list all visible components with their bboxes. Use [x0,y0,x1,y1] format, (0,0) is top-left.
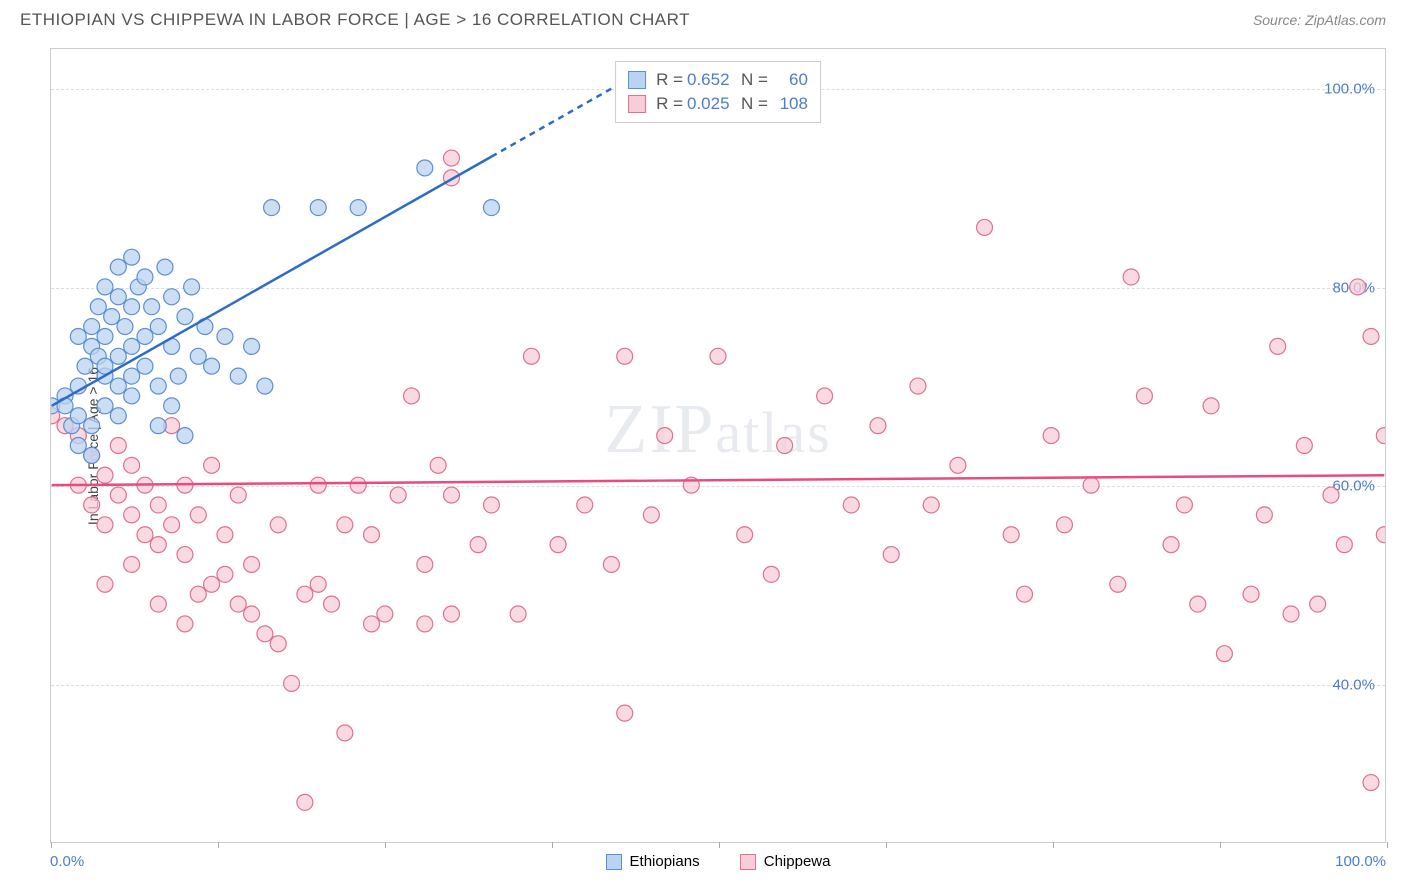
chart-title: ETHIOPIAN VS CHIPPEWA IN LABOR FORCE | A… [20,10,690,30]
chippewa-swatch-icon [628,95,646,113]
correlation-row-chippewa: R = 0.025 N = 108 [628,92,808,116]
ethiopians-legend-swatch-icon [606,854,622,870]
scatter-plot-svg [51,49,1385,842]
legend-item-ethiopians: Ethiopians [606,853,700,870]
legend-item-chippewa: Chippewa [740,853,831,870]
chart-plot-area: 40.0%60.0%80.0%100.0% ZIPatlas R = 0.652… [50,48,1386,843]
x-axis-labels: 0.0% Ethiopians Chippewa 100.0% [50,853,1386,883]
source-credit: Source: ZipAtlas.com [1253,12,1386,28]
ethiopians-swatch-icon [628,71,646,89]
correlation-row-ethiopians: R = 0.652 N = 60 [628,68,808,92]
chippewa-legend-swatch-icon [740,854,756,870]
x-tick-max: 100.0% [1335,853,1386,870]
series-legend: Ethiopians Chippewa [50,853,1386,874]
correlation-legend-box: R = 0.652 N = 60 R = 0.025 N = 108 [615,61,821,123]
